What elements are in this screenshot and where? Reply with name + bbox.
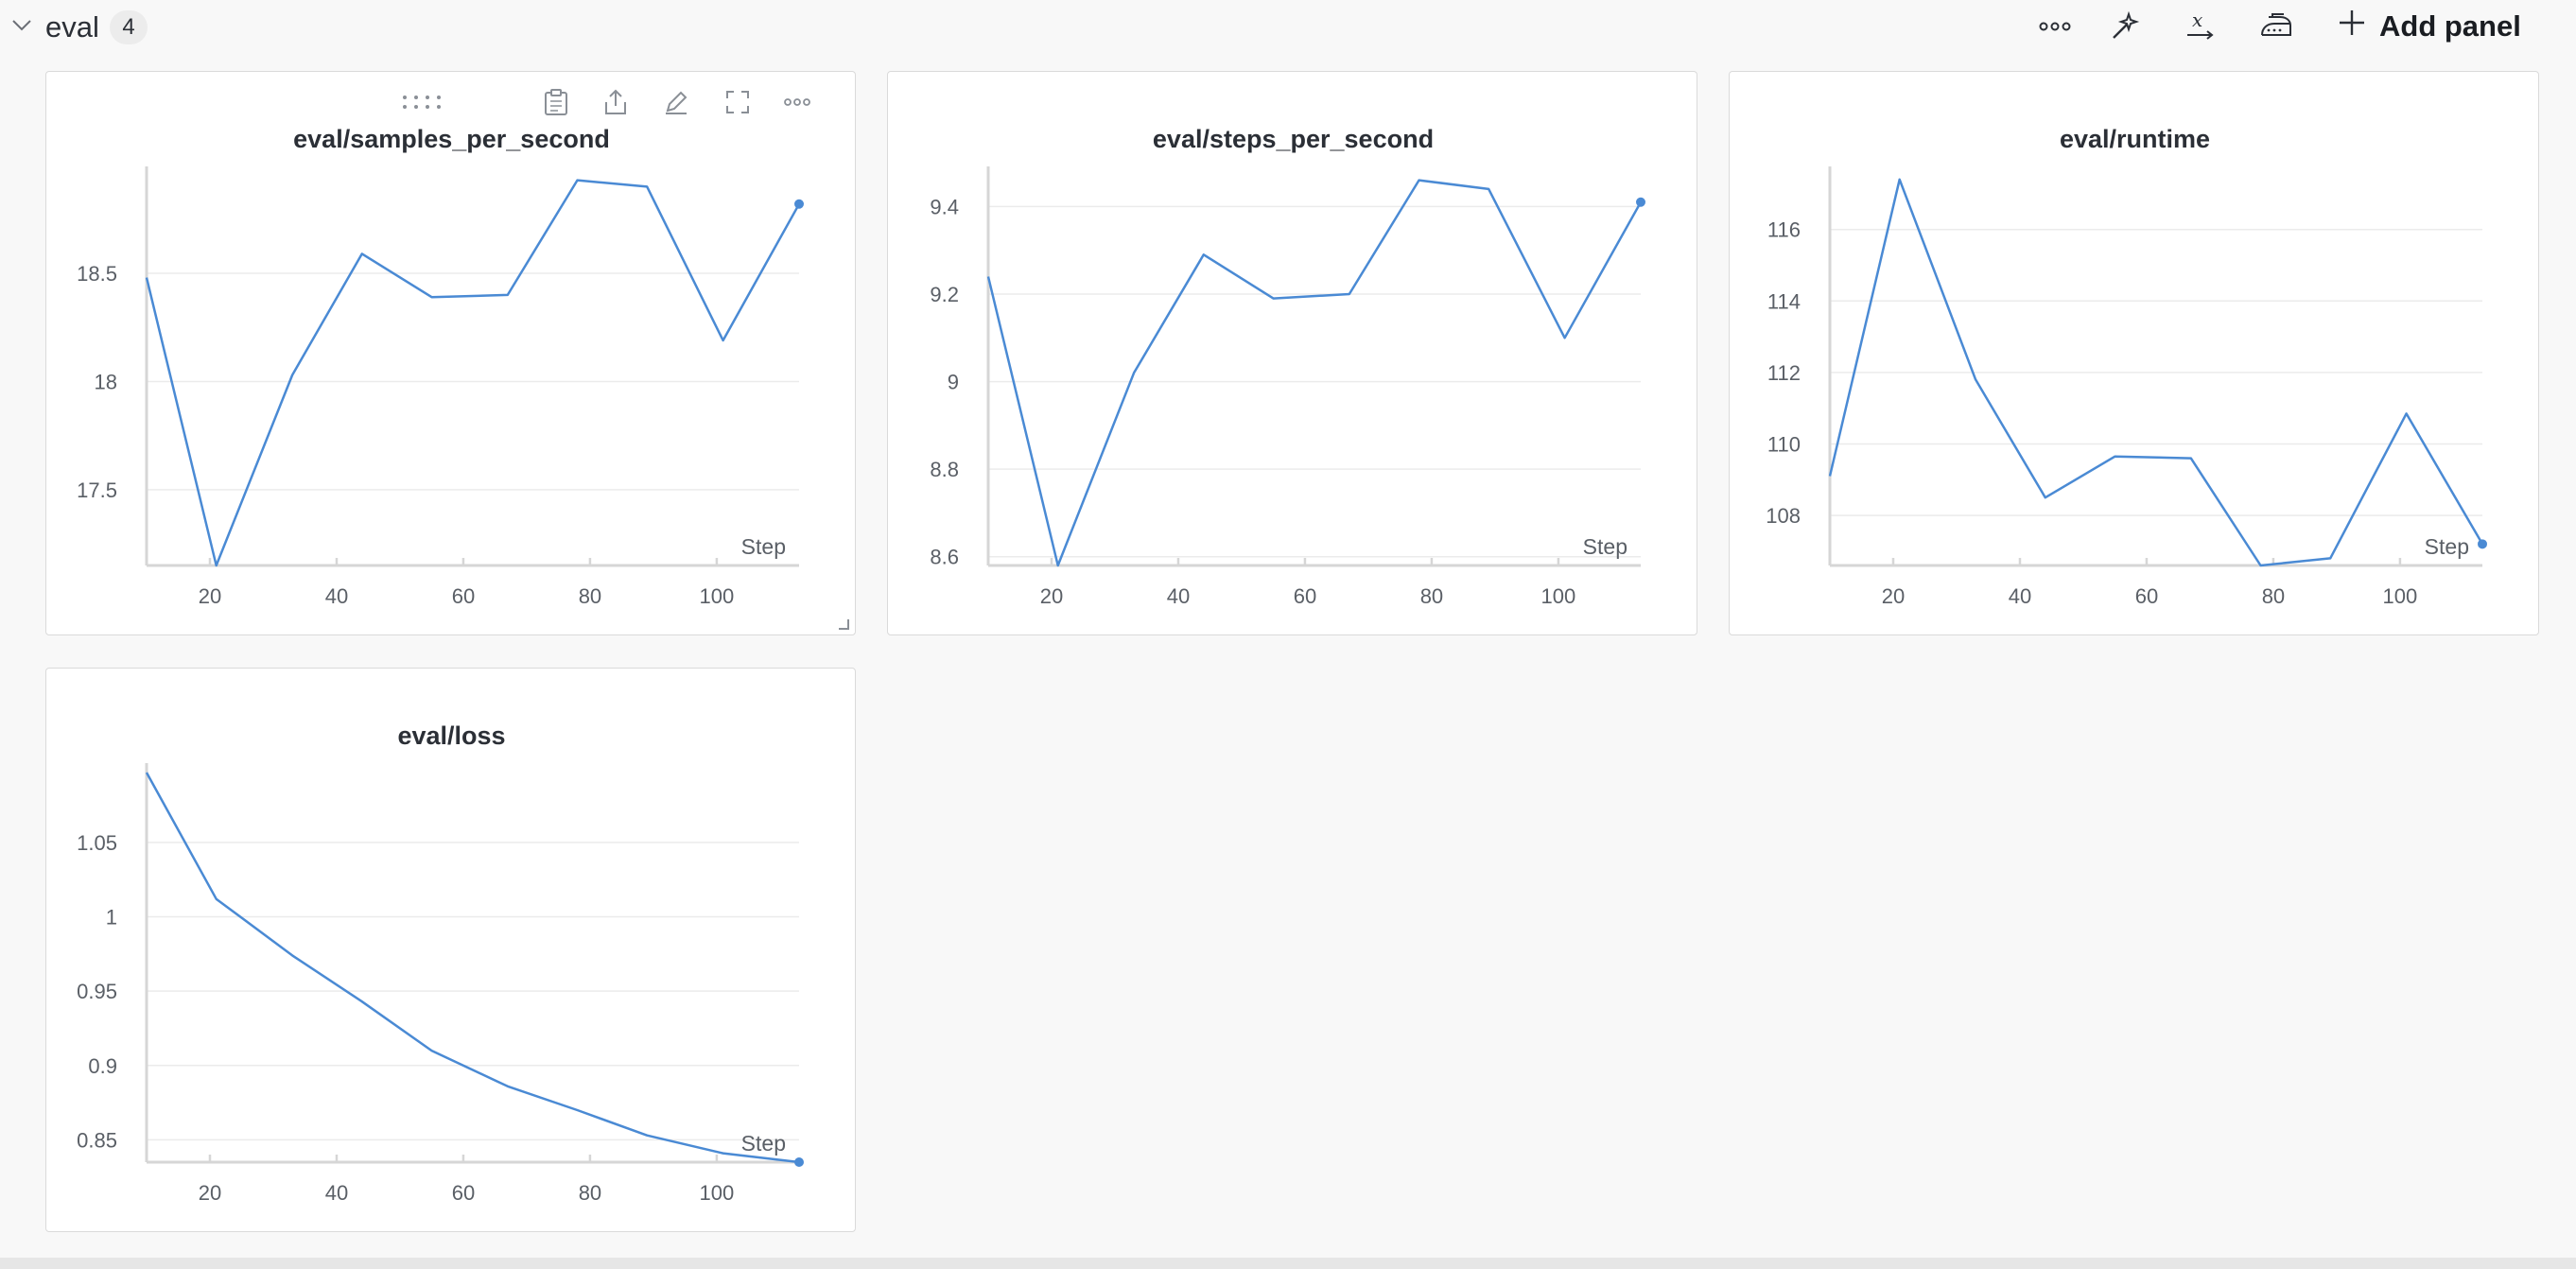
- chart-title: eval/loss: [397, 721, 505, 750]
- series-line[interactable]: [986, 179, 1643, 567]
- y-tick-label: 0.95: [77, 980, 117, 1003]
- y-tick-label: 9.4: [930, 195, 959, 218]
- x-tick-label: 40: [325, 584, 348, 608]
- y-tick-label: 18: [95, 370, 117, 393]
- more-horizontal-icon[interactable]: [2034, 8, 2076, 45]
- data-point[interactable]: [1636, 197, 1645, 207]
- chart-panel[interactable]: eval/loss 0.85 0.9 0.95 1 1.05 20 40 60 80 100 Step: [45, 668, 856, 1232]
- iron-icon[interactable]: [2255, 8, 2297, 45]
- svg-text:x: x: [2192, 10, 2202, 31]
- clipboard-icon[interactable]: [537, 83, 575, 121]
- y-tick-label: 8.8: [930, 458, 959, 481]
- magic-wand-icon[interactable]: [2104, 8, 2146, 45]
- x-tick-label: 80: [579, 1181, 601, 1205]
- y-tick-label: 9: [948, 371, 959, 394]
- y-tick-label: 114: [1767, 289, 1801, 313]
- chevron-down-icon[interactable]: [11, 19, 32, 37]
- y-tick-label: 108: [1766, 504, 1801, 528]
- export-icon[interactable]: [597, 83, 635, 121]
- series-line[interactable]: [145, 179, 801, 567]
- x-tick-label: 80: [1420, 584, 1443, 608]
- horizontal-scrollbar[interactable]: [0, 1258, 2576, 1269]
- resize-handle-icon[interactable]: [838, 617, 849, 630]
- series-line[interactable]: [145, 772, 800, 1164]
- x-tick-label: 40: [325, 1181, 348, 1205]
- drag-handle-icon[interactable]: [397, 83, 450, 121]
- x-tick-label: 20: [1882, 584, 1905, 608]
- data-point[interactable]: [794, 1157, 804, 1167]
- x-tick-label: 20: [199, 1181, 221, 1205]
- x-tick-label: 40: [1167, 584, 1190, 608]
- line-chart: eval/steps_per_second 8.6 8.8 9 9.2 9.4 20 40 60…: [930, 125, 1645, 608]
- plus-icon: [2338, 9, 2366, 44]
- x-tick-label: 60: [452, 584, 475, 608]
- chart-panel[interactable]: eval/steps_per_second 8.6 8.8 9 9.2 9.4 20 40 60…: [887, 71, 1697, 635]
- edit-icon[interactable]: [657, 83, 695, 121]
- y-tick-label: 17.5: [77, 478, 117, 502]
- chart-title: eval/steps_per_second: [1153, 125, 1434, 153]
- y-tick-label: 112: [1767, 361, 1801, 385]
- x-tick-label: 80: [579, 584, 601, 608]
- section-title[interactable]: eval: [45, 10, 99, 43]
- chart-title: eval/samples_per_second: [293, 125, 610, 153]
- section-header: eval 4 x Add panel: [0, 0, 2576, 53]
- panel-count-badge: 4: [110, 10, 148, 44]
- more-horizontal-icon[interactable]: [778, 83, 816, 121]
- line-chart: eval/runtime 108 110 112 114 116 20 40 60 80 100 St…: [1766, 125, 2487, 608]
- chart-title: eval/runtime: [2060, 125, 2210, 153]
- y-tick-label: 116: [1767, 218, 1801, 242]
- x-tick-label: 60: [1294, 584, 1316, 608]
- x-tick-label: 20: [199, 584, 221, 608]
- series-line[interactable]: [1828, 178, 2484, 567]
- x-tick-label: 100: [700, 1181, 735, 1205]
- x-tick-label: 100: [1541, 584, 1576, 608]
- y-tick-label: 9.2: [930, 283, 959, 306]
- line-chart: eval/loss 0.85 0.9 0.95 1 1.05 20 40 60 80 100 Step: [77, 721, 804, 1205]
- y-tick-label: 110: [1767, 432, 1801, 456]
- fullscreen-icon[interactable]: [719, 83, 757, 121]
- x-axis-label: Step: [2425, 534, 2469, 559]
- x-axis-label: Step: [1583, 534, 1627, 559]
- chart-panel[interactable]: eval/samples_per_second 17.5 18 18.5 20 40 60 8…: [45, 71, 856, 635]
- x-tick-label: 100: [2383, 584, 2418, 608]
- x-tick-label: 60: [2135, 584, 2158, 608]
- chart-panel[interactable]: eval/runtime 108 110 112 114 116 20 40 60 80 100 St…: [1729, 71, 2539, 635]
- x-tick-label: 80: [2262, 584, 2285, 608]
- add-panel-label: Add panel: [2379, 9, 2521, 43]
- y-tick-label: 1: [106, 906, 117, 930]
- data-point[interactable]: [794, 199, 804, 209]
- x-tick-label: 40: [2009, 584, 2031, 608]
- line-chart: eval/samples_per_second 17.5 18 18.5 20 40 60 8…: [77, 125, 804, 608]
- x-axis-label: Step: [741, 1131, 786, 1156]
- y-tick-label: 8.6: [930, 546, 959, 569]
- y-tick-label: 0.9: [88, 1054, 117, 1078]
- data-point[interactable]: [2478, 539, 2487, 549]
- y-tick-label: 1.05: [77, 831, 117, 855]
- x-axis-icon[interactable]: x: [2180, 8, 2221, 45]
- x-tick-label: 20: [1040, 584, 1063, 608]
- panel-toolbar: [46, 83, 855, 121]
- y-tick-label: 18.5: [77, 262, 117, 286]
- y-tick-label: 0.85: [77, 1128, 117, 1152]
- x-axis-label: Step: [741, 534, 786, 559]
- x-tick-label: 100: [700, 584, 735, 608]
- x-tick-label: 60: [452, 1181, 475, 1205]
- add-panel-button[interactable]: Add panel: [2338, 4, 2521, 49]
